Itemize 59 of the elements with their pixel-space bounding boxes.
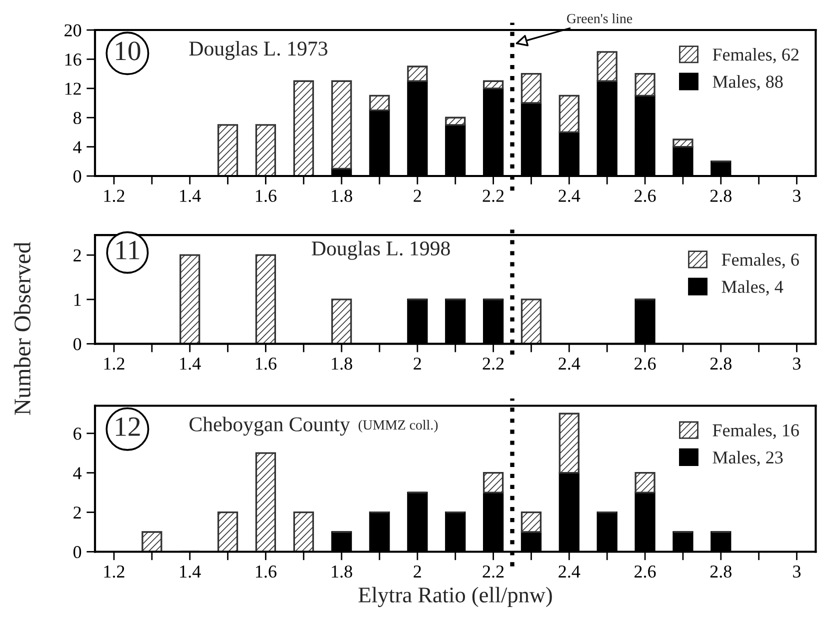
x-tick-label: 2.8: [710, 565, 732, 578]
x-tick-label: 2.2: [482, 566, 504, 578]
x-tick-label: 1.6: [256, 190, 276, 202]
x-tick-label: 1.4: [180, 190, 201, 202]
x-tick-label: 2: [414, 190, 421, 202]
annotation: 12: [116, 417, 140, 436]
x-tick-label: 2: [414, 566, 421, 578]
x-tick-label: 2.4: [558, 358, 580, 370]
x-tick-label: 2.6: [634, 190, 656, 202]
x-tick-label: 2.4: [558, 190, 580, 202]
chart-title: Cheboygan County: [190, 416, 350, 436]
x-tick-label: 1.4: [180, 566, 201, 578]
x-tick-label: 3: [793, 566, 801, 578]
x-tick-label: 1.8: [332, 565, 352, 578]
x-tick-label: 1.2: [104, 566, 124, 578]
y-tick-label: 2: [74, 249, 81, 262]
x-tick-label: 1.4: [180, 358, 201, 370]
y-tick-label: 0: [73, 546, 82, 558]
x-tick-label: 1.6: [256, 358, 276, 370]
x-tick-label: 2.8: [710, 190, 732, 202]
annotation: Green's line: [567, 14, 632, 24]
legend-label: Males, 23: [712, 450, 783, 466]
legend-label: Females, 16: [712, 424, 799, 440]
x-axis-title: Elytra Ratio (ell/pnw): [358, 586, 552, 608]
x-tick-label: 2.6: [634, 566, 656, 578]
y-tick-label: 20: [64, 24, 82, 36]
y-tick-label: 2: [74, 506, 81, 519]
x-tick-label: 2.4: [558, 566, 580, 578]
legend-label: Males, 4: [722, 280, 784, 296]
y-tick-label: 8: [73, 112, 82, 124]
y-tick-label: 0: [73, 170, 82, 182]
x-tick-label: 2.2: [482, 190, 504, 202]
y-tick-label: 16: [65, 54, 82, 66]
x-tick-label: 3: [793, 190, 801, 202]
legend-label: Females, 62: [712, 48, 798, 64]
legend-label: Females, 6: [722, 253, 799, 268]
x-tick-label: 1.2: [104, 190, 124, 202]
x-tick-label: 2.6: [634, 358, 656, 370]
x-tick-label: 1.2: [104, 358, 124, 370]
x-tick-label: 2: [414, 358, 421, 370]
x-tick-label: 3: [793, 358, 801, 370]
x-tick-label: 1.8: [332, 358, 352, 370]
chart-title: Douglas L. 1998: [312, 240, 450, 260]
y-axis-title: Number Observed: [14, 242, 30, 415]
x-tick-label: 1.6: [256, 566, 276, 578]
x-tick-label: 2.8: [710, 358, 732, 370]
x-tick-label: 1.8: [332, 190, 352, 202]
legend-label: Males, 88: [712, 75, 783, 90]
y-tick-label: 6: [74, 428, 82, 440]
y-tick-label: 1: [74, 294, 81, 306]
annotation: 10: [116, 42, 140, 60]
y-tick-label: 12: [65, 82, 81, 95]
text: (UMMZ coll.): [358, 420, 438, 432]
y-tick-label: 0: [73, 338, 82, 350]
annotation: 11: [116, 240, 140, 260]
chart-title: Douglas L. 1973: [189, 40, 328, 60]
x-tick-label: 2.2: [482, 358, 504, 370]
y-tick-label: 4: [73, 467, 82, 480]
y-tick-label: 4: [73, 141, 82, 154]
